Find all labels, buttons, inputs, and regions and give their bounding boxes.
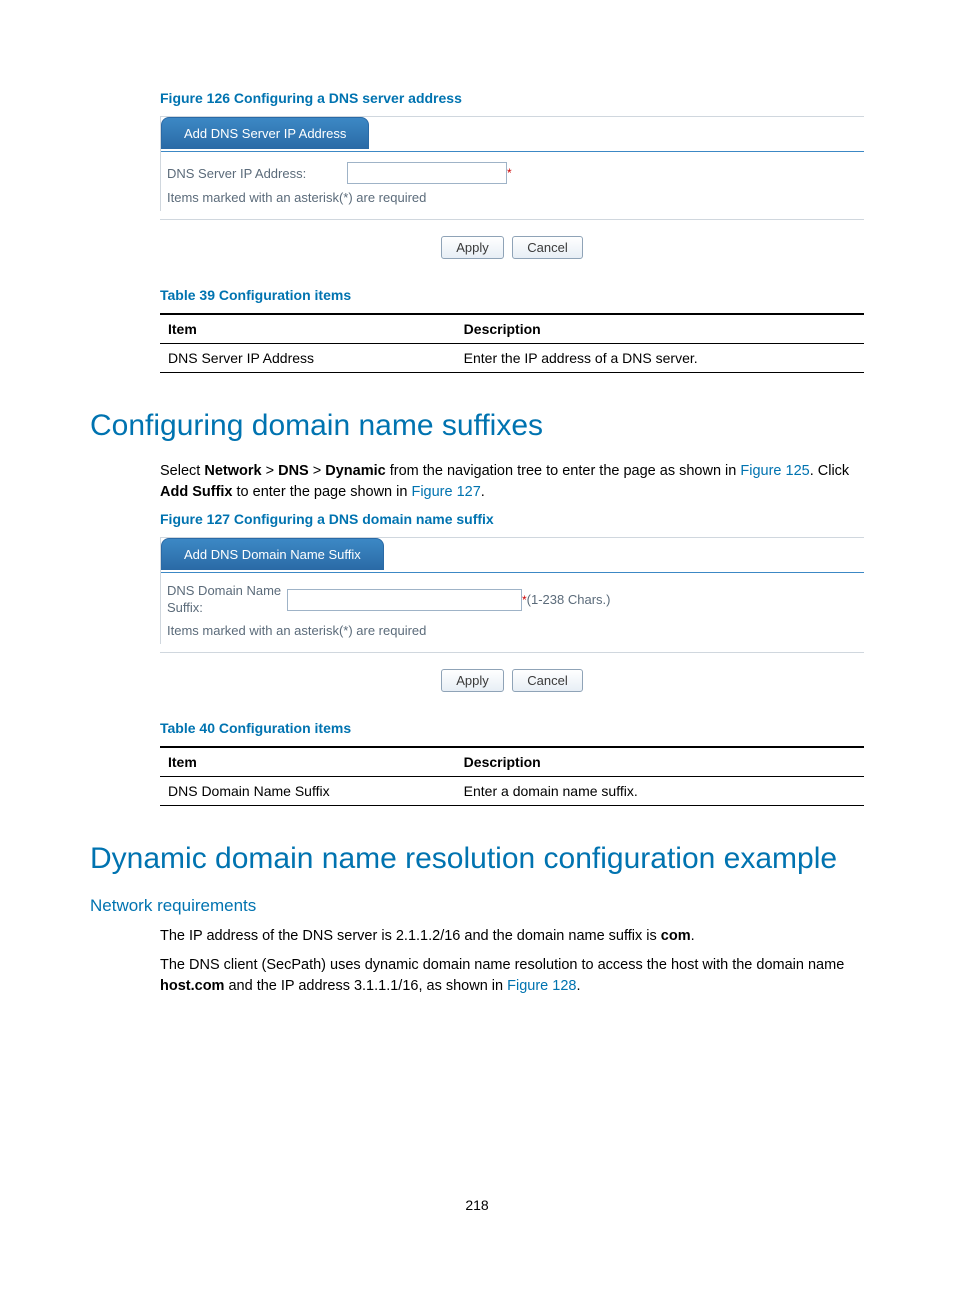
label-dns-server-ip: DNS Server IP Address: bbox=[167, 166, 347, 181]
heading-configuring-suffixes: Configuring domain name suffixes bbox=[90, 409, 864, 443]
required-asterisk: * bbox=[507, 166, 512, 180]
paragraph-nav-instructions: Select Network > DNS > Dynamic from the … bbox=[160, 461, 864, 503]
figure-126-caption: Figure 126 Configuring a DNS server addr… bbox=[160, 90, 864, 106]
required-note-fig126: Items marked with an asterisk(*) are req… bbox=[167, 190, 864, 211]
col-item-header-2: Item bbox=[160, 747, 456, 777]
form-row-dns-suffix: DNS Domain Name Suffix: *(1-238 Chars.) bbox=[167, 573, 864, 623]
table-40-caption: Table 40 Configuration items bbox=[160, 720, 864, 736]
form-row-dns-ip: DNS Server IP Address: * bbox=[167, 152, 864, 190]
paragraph-dns-client: The DNS client (SecPath) uses dynamic do… bbox=[160, 955, 864, 997]
text-p2-a: The DNS client (SecPath) uses dynamic do… bbox=[160, 957, 844, 973]
nav-dns: DNS bbox=[278, 463, 309, 479]
cancel-button[interactable]: Cancel bbox=[512, 236, 582, 259]
figure-127-link[interactable]: Figure 127 bbox=[411, 484, 480, 500]
tab-header-dns-ip: Add DNS Server IP Address bbox=[161, 117, 864, 152]
cancel-button-2[interactable]: Cancel bbox=[512, 669, 582, 692]
cell-item-2: DNS Domain Name Suffix bbox=[160, 776, 456, 805]
apply-button-2[interactable]: Apply bbox=[441, 669, 504, 692]
label-dns-suffix: DNS Domain Name Suffix: bbox=[167, 583, 287, 617]
table-40: Item Description DNS Domain Name Suffix … bbox=[160, 746, 864, 806]
table-header-row-2: Item Description bbox=[160, 747, 864, 777]
cell-desc: Enter the IP address of a DNS server. bbox=[456, 344, 864, 373]
button-row-fig127: Apply Cancel bbox=[160, 663, 864, 702]
subheading-network-req: Network requirements bbox=[90, 896, 864, 916]
tab-underline-2 bbox=[161, 572, 864, 573]
tab-add-dns-suffix[interactable]: Add DNS Domain Name Suffix bbox=[161, 538, 384, 570]
text-mid-3: to enter the page shown in bbox=[233, 484, 412, 500]
text-p1-b: . bbox=[691, 928, 695, 944]
nav-sep-2: > bbox=[309, 463, 326, 479]
tab-header-dns-suffix: Add DNS Domain Name Suffix bbox=[161, 538, 864, 573]
table-39: Item Description DNS Server IP Address E… bbox=[160, 313, 864, 373]
separator-fig126 bbox=[160, 219, 864, 220]
paragraph-ip-suffix: The IP address of the DNS server is 2.1.… bbox=[160, 926, 864, 947]
hint-chars: (1-238 Chars.) bbox=[527, 592, 611, 607]
dns-server-ip-input[interactable] bbox=[347, 162, 507, 184]
nav-sep-1: > bbox=[262, 463, 279, 479]
col-desc-header-2: Description bbox=[456, 747, 864, 777]
dns-suffix-input[interactable] bbox=[287, 589, 522, 611]
figure-125-link[interactable]: Figure 125 bbox=[740, 463, 809, 479]
col-desc-header: Description bbox=[456, 314, 864, 344]
text-period-1: . bbox=[481, 484, 485, 500]
heading-dynamic-example: Dynamic domain name resolution configura… bbox=[90, 842, 864, 876]
table-row: DNS Server IP Address Enter the IP addre… bbox=[160, 344, 864, 373]
text-p1-a: The IP address of the DNS server is 2.1.… bbox=[160, 928, 661, 944]
text-select: Select bbox=[160, 463, 204, 479]
apply-button[interactable]: Apply bbox=[441, 236, 504, 259]
bold-com: com bbox=[661, 928, 691, 944]
figure-127-caption: Figure 127 Configuring a DNS domain name… bbox=[160, 511, 864, 527]
separator-fig127 bbox=[160, 652, 864, 653]
required-note-fig127: Items marked with an asterisk(*) are req… bbox=[167, 623, 864, 644]
text-mid-2: . Click bbox=[810, 463, 849, 479]
add-suffix-bold: Add Suffix bbox=[160, 484, 233, 500]
text-p2-c: . bbox=[576, 978, 580, 994]
table-row-2: DNS Domain Name Suffix Enter a domain na… bbox=[160, 776, 864, 805]
cell-item: DNS Server IP Address bbox=[160, 344, 456, 373]
button-row-fig126: Apply Cancel bbox=[160, 230, 864, 269]
nav-network: Network bbox=[204, 463, 261, 479]
figure-128-link[interactable]: Figure 128 bbox=[507, 978, 576, 994]
table-header-row: Item Description bbox=[160, 314, 864, 344]
page-number: 218 bbox=[90, 1197, 864, 1213]
text-p2-b: and the IP address 3.1.1.1/16, as shown … bbox=[224, 978, 507, 994]
bold-hostcom: host.com bbox=[160, 978, 224, 994]
table-39-caption: Table 39 Configuration items bbox=[160, 287, 864, 303]
tab-add-dns-server-ip[interactable]: Add DNS Server IP Address bbox=[161, 117, 369, 149]
cell-desc-2: Enter a domain name suffix. bbox=[456, 776, 864, 805]
nav-dynamic: Dynamic bbox=[325, 463, 385, 479]
text-mid-1: from the navigation tree to enter the pa… bbox=[386, 463, 741, 479]
tab-underline bbox=[161, 151, 864, 152]
col-item-header: Item bbox=[160, 314, 456, 344]
